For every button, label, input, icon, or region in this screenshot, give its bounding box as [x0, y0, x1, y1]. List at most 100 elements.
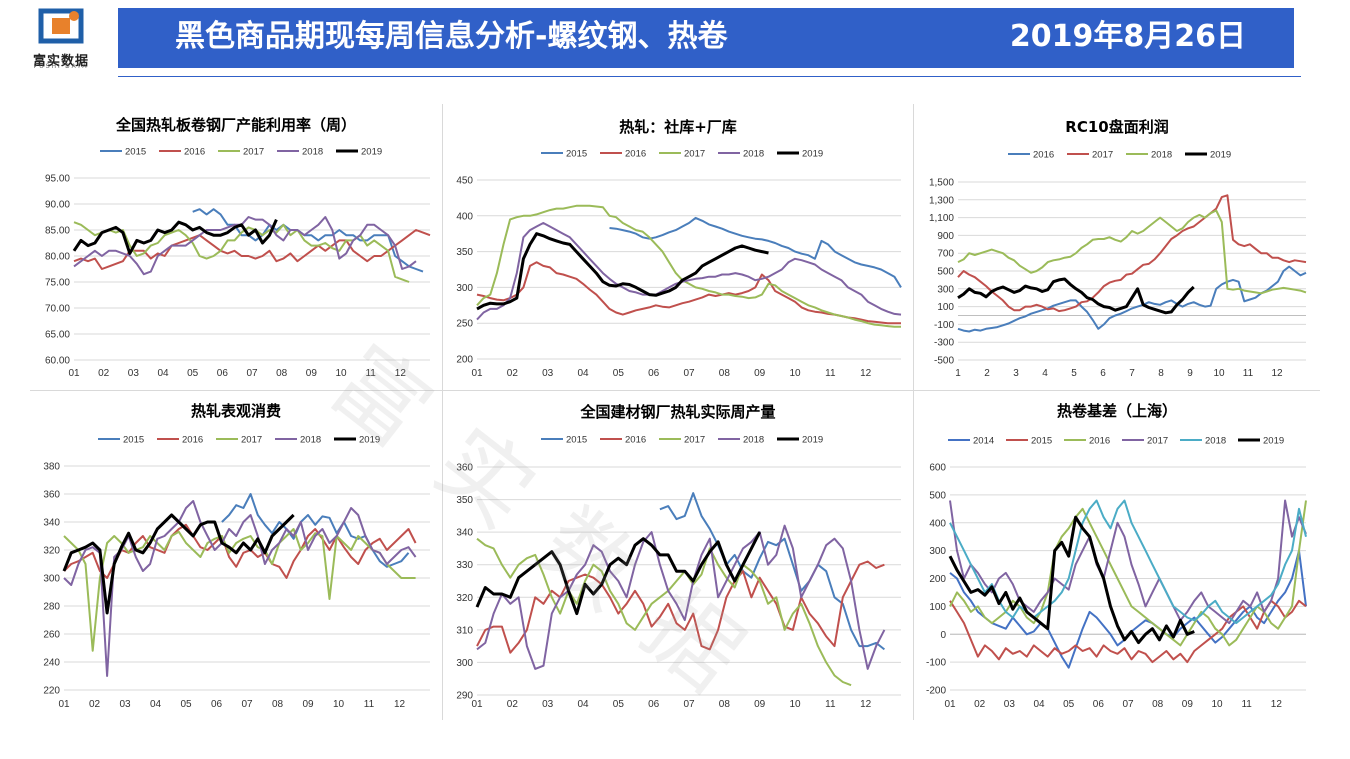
y-tick-label: 320: [43, 546, 60, 557]
y-tick-label: 1,500: [929, 178, 954, 189]
x-tick-label: 07: [241, 699, 253, 710]
x-tick-label: 03: [542, 699, 554, 710]
series-line-2016: [949, 500, 1307, 647]
legend-label: 2016: [184, 147, 205, 158]
legend-label: 2017: [684, 149, 705, 160]
legend-label: 2019: [802, 435, 823, 446]
y-tick-label: 1,300: [929, 195, 954, 206]
x-tick-label: 10: [335, 368, 347, 379]
x-tick-label: 11: [364, 699, 375, 710]
y-tick-label: 70.00: [45, 304, 70, 315]
chart-hr-weekly-output: 全国建材钢厂热轧实际周产量 290 300 310 320 330 340 350 360 01 0…: [456, 403, 901, 710]
legend-label: 2018: [300, 435, 321, 446]
chart-title: 热轧表观消费: [191, 402, 281, 420]
legend-label: 2016: [1033, 150, 1054, 161]
y-tick-label: 220: [43, 686, 60, 697]
x-tick-label: 03: [128, 368, 140, 379]
series-line-2016: [63, 523, 417, 579]
chart-hr-basis-shanghai: 热卷基差（上海） -200 -100 0 100 200 300 400 500 600 01 02 0…: [926, 402, 1307, 710]
x-tick-label: 09: [1182, 699, 1194, 710]
y-tick-label: 290: [456, 691, 473, 702]
y-tick-label: -100: [926, 658, 946, 669]
legend-label: 2017: [1092, 150, 1113, 161]
legend-label: 2016: [1089, 436, 1110, 447]
x-tick-label: 09: [306, 368, 318, 379]
x-tick-label: 08: [276, 368, 288, 379]
legend-label: 2019: [802, 149, 823, 160]
series-line-2019: [948, 515, 1195, 645]
series-line-2015: [192, 208, 424, 273]
x-tick-label: 08: [1152, 699, 1164, 710]
x-tick-label: 07: [1122, 699, 1134, 710]
x-tick-label: 09: [754, 368, 766, 379]
chart-title: 热轧：社库+厂库: [619, 118, 737, 136]
series-line-2019: [62, 513, 295, 615]
series-line-2019: [475, 531, 762, 616]
y-tick-label: 500: [937, 267, 954, 278]
y-tick-label: 250: [456, 319, 473, 330]
y-tick-label: 95.00: [45, 174, 70, 185]
series-line-2019: [72, 218, 278, 255]
x-tick-label: 04: [150, 699, 162, 710]
chart-rc10-profit: RC10盘面利润 -500 -300 -100 100 300 500 700 900 1,100…: [929, 118, 1307, 379]
series-line-2018: [957, 209, 1307, 295]
x-tick-label: 01: [471, 368, 483, 379]
legend-label: 2018: [743, 435, 764, 446]
y-tick-label: 360: [456, 463, 473, 474]
x-tick-label: 04: [577, 699, 589, 710]
legend-label: 2015: [123, 435, 144, 446]
chart-hr-capacity-utilization: 全国热轧板卷钢厂产能利用率（周） 60.00 65.00 70.00 75.00 80.0…: [45, 116, 431, 379]
chart-title: 全国建材钢厂热轧实际周产量: [579, 403, 775, 421]
y-tick-label: 65.00: [45, 330, 70, 341]
x-tick-label: 11: [825, 368, 836, 379]
y-tick-label: 300: [929, 546, 946, 557]
x-tick-label: 4: [1042, 368, 1048, 379]
y-tick-label: 240: [43, 658, 60, 669]
y-tick-label: 100: [929, 602, 946, 613]
x-tick-label: 02: [507, 699, 519, 710]
legend-label: 2017: [241, 435, 262, 446]
x-tick-label: 08: [272, 699, 284, 710]
x-tick-label: 12: [1271, 699, 1283, 710]
series-line-2015: [659, 492, 886, 651]
y-tick-label: 600: [929, 463, 946, 474]
x-tick-label: 06: [648, 699, 660, 710]
legend-label: 2018: [1151, 150, 1172, 161]
y-tick-label: 400: [929, 518, 946, 529]
x-tick-label: 02: [89, 699, 101, 710]
x-tick-label: 11: [1243, 368, 1254, 379]
x-tick-label: 05: [613, 368, 625, 379]
report-date: 2019年8月26日: [1009, 19, 1246, 54]
y-tick-label: 900: [937, 231, 954, 242]
y-tick-label: 85.00: [45, 226, 70, 237]
header-divider: [118, 76, 1301, 77]
y-tick-label: -500: [934, 356, 954, 367]
y-tick-label: 300: [43, 574, 60, 585]
series-line-2018: [476, 524, 886, 670]
legend-label: 2015: [125, 147, 146, 158]
y-tick-label: 300: [937, 284, 954, 295]
series-line-2015: [221, 493, 410, 568]
x-tick-label: 01: [944, 699, 956, 710]
legend-label: 2019: [1210, 150, 1231, 161]
y-tick-label: 360: [43, 490, 60, 501]
x-tick-label: 08: [719, 699, 731, 710]
series-line-2017: [73, 221, 410, 283]
x-tick-label: 06: [1093, 699, 1105, 710]
x-tick-label: 05: [180, 699, 192, 710]
y-tick-label: 75.00: [45, 278, 70, 289]
x-tick-label: 12: [394, 699, 406, 710]
series-line-2017: [476, 204, 901, 328]
logo: 富实数据 FUSHI DATA: [8, 6, 114, 70]
y-tick-label: 60.00: [45, 356, 70, 367]
series-line-2017: [957, 194, 1307, 313]
y-tick-label: 340: [456, 528, 473, 539]
x-tick-label: 12: [1271, 368, 1283, 379]
x-tick-label: 05: [1063, 699, 1075, 710]
x-tick-label: 03: [542, 368, 554, 379]
x-tick-label: 10: [1213, 368, 1225, 379]
series-line-2018: [63, 500, 417, 677]
x-tick-label: 06: [211, 699, 223, 710]
legend-label: 2015: [566, 435, 587, 446]
x-tick-label: 04: [157, 368, 169, 379]
